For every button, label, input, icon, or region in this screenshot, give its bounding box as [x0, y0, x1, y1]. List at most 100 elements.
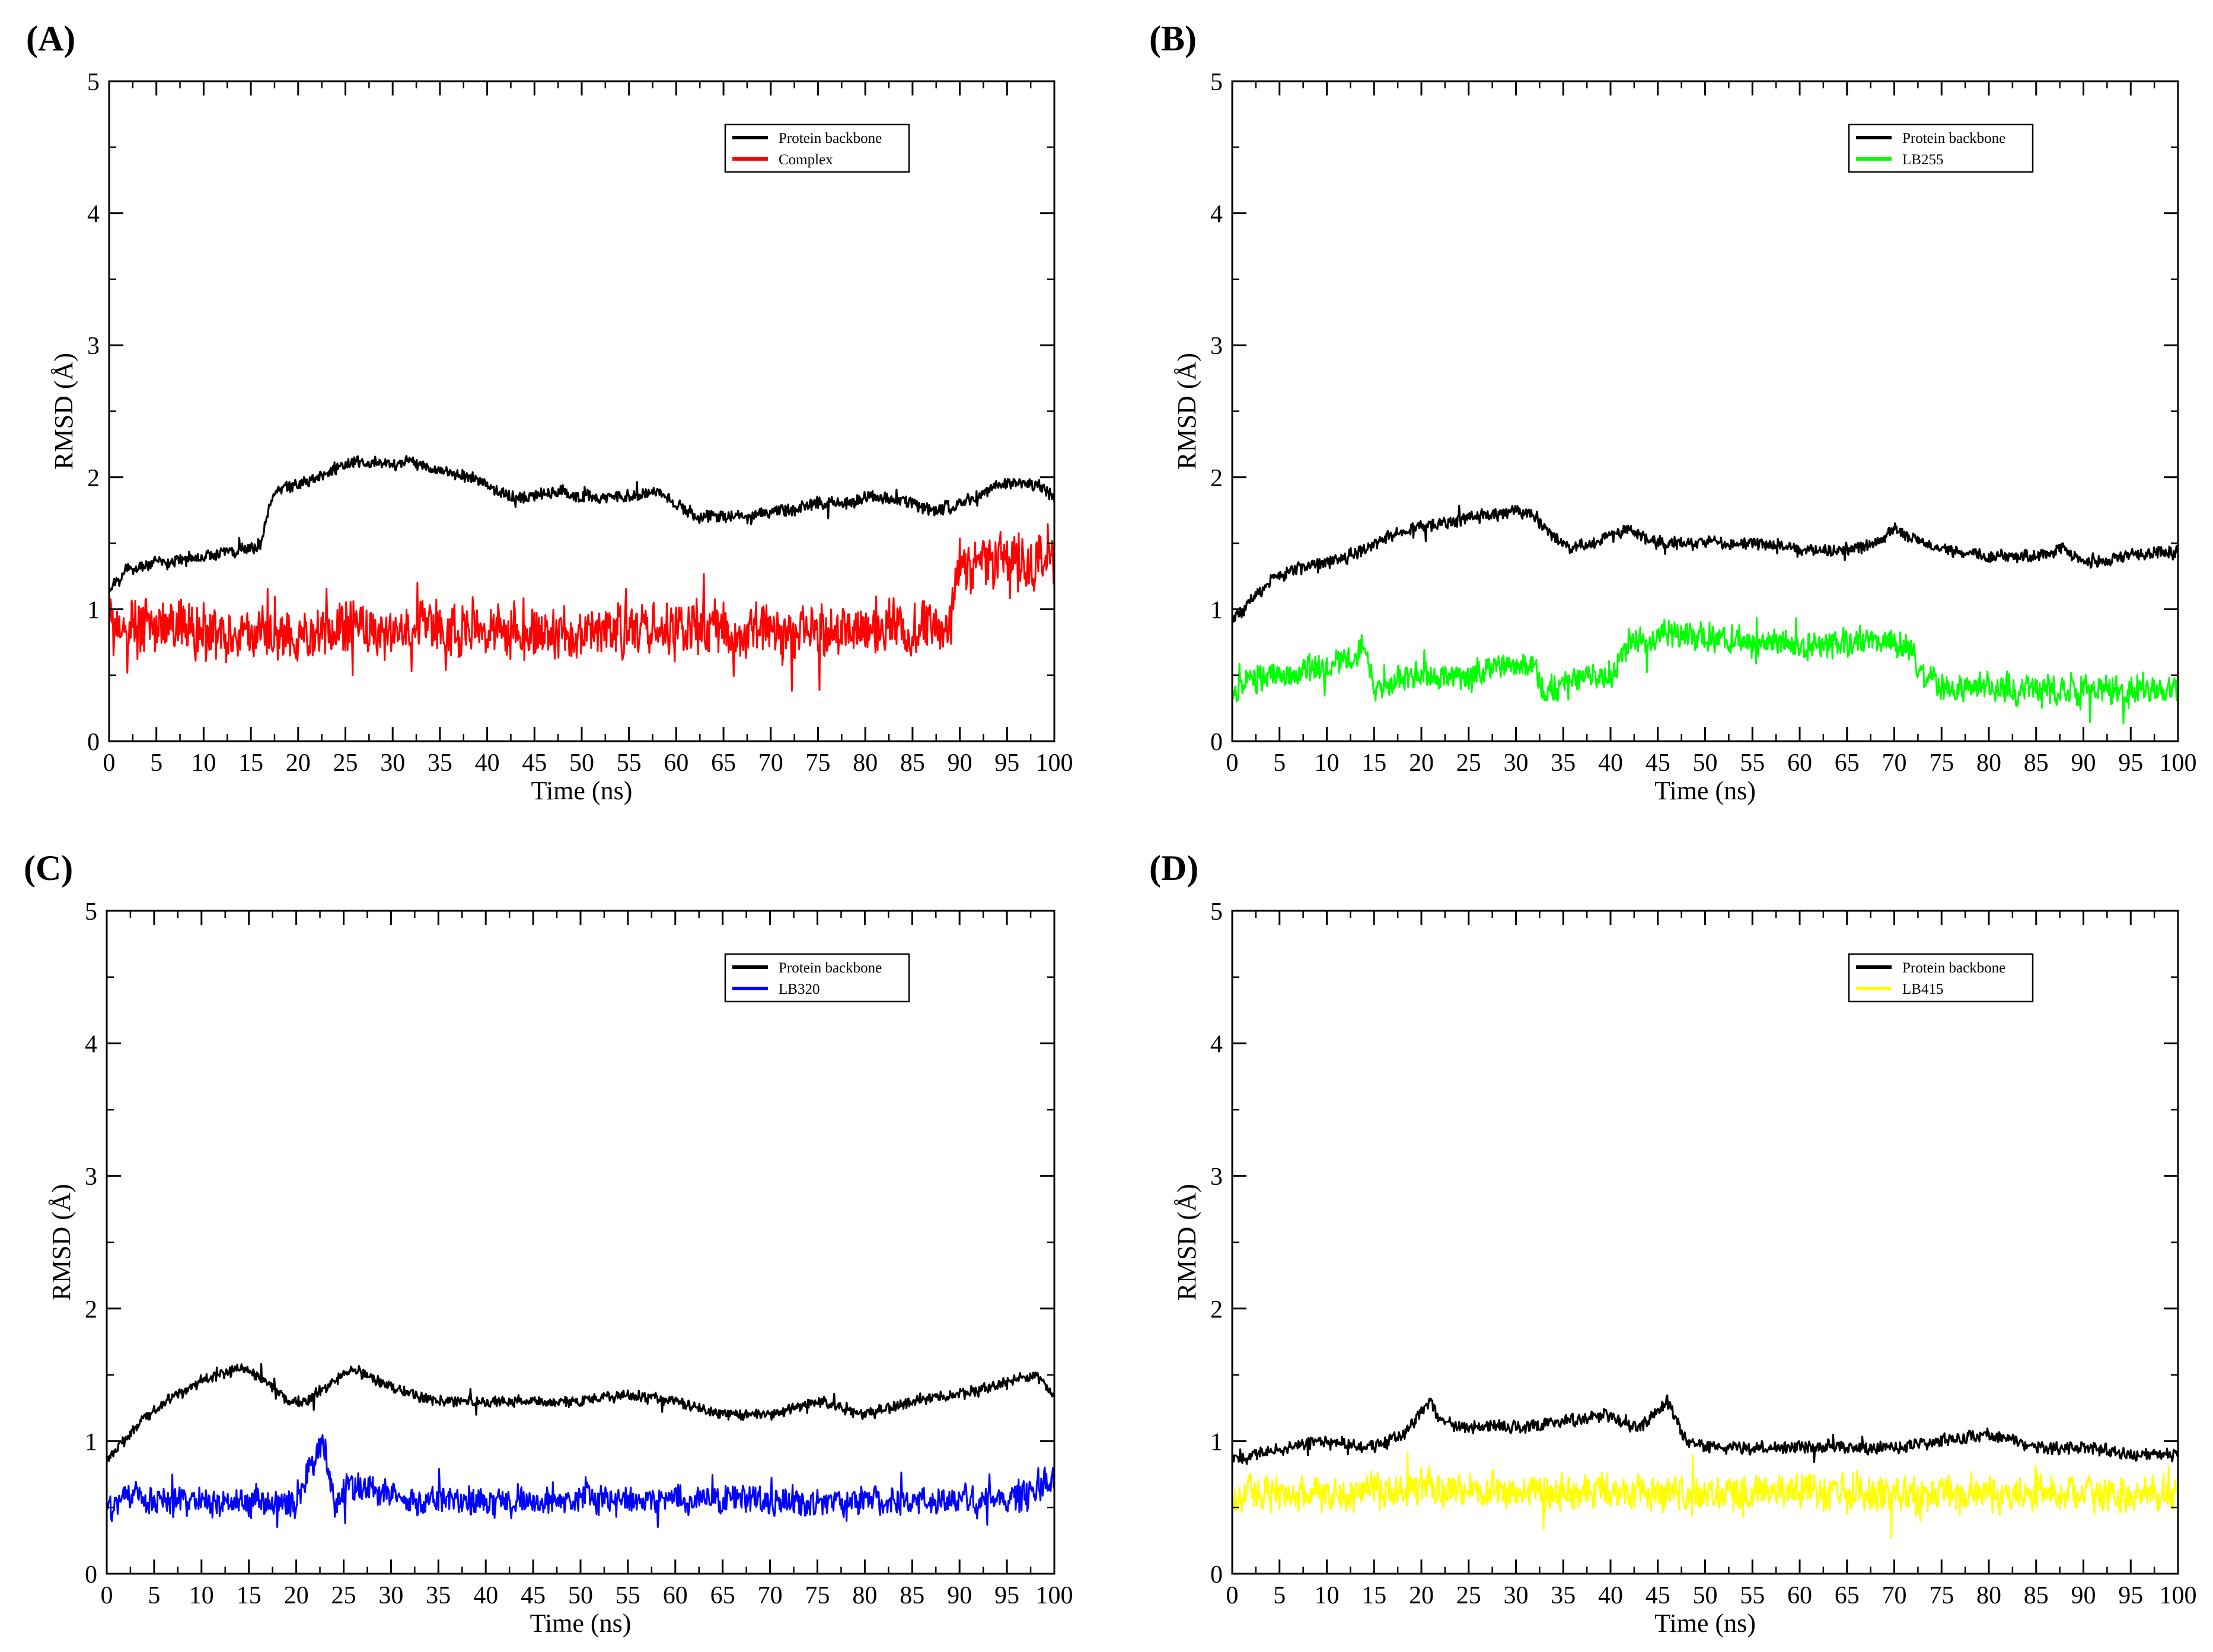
x-tick-label: 75: [805, 1582, 830, 1609]
x-tick-label: 45: [1646, 1582, 1670, 1609]
legend-label: LB320: [779, 981, 819, 997]
legend-label: LB415: [1902, 981, 1943, 997]
y-tick-label: 0: [87, 729, 100, 756]
x-tick-label: 25: [1456, 1582, 1481, 1609]
x-tick-label: 70: [1882, 1582, 1907, 1609]
x-tick-label: 90: [2071, 750, 2096, 777]
x-tick-label: 60: [663, 1582, 688, 1609]
x-tick-label: 80: [1976, 750, 2001, 777]
legend-label: Complex: [779, 152, 833, 168]
chart-panel: (B)0 5 10 15 20 25 30 35 40 45 50 55 60 65 70 75 80 85 90 9…: [1149, 19, 2197, 805]
x-tick-label: 25: [1456, 750, 1481, 777]
y-tick-label: 1: [85, 1428, 97, 1456]
y-tick-label: 3: [1210, 333, 1223, 360]
x-tick-label: 15: [237, 1582, 262, 1609]
x-tick-label: 85: [2024, 1582, 2049, 1609]
x-axis-label: Time (ns): [1654, 1609, 1756, 1638]
legend-label: LB255: [1902, 152, 1943, 168]
chart-panel: (C)0 5 10 15 20 25 30 35 40 45 50 55 60 65 70 75 80 85 90 9…: [24, 849, 1073, 1638]
x-tick-label: 10: [1315, 750, 1340, 777]
chart-panel: (D)0 5 10 15 20 25 30 35 40 45 50 55 60 65 70 75 80 85 90 9…: [1149, 849, 2197, 1638]
x-tick-label: 10: [1315, 1582, 1340, 1609]
x-tick-label: 35: [1551, 1582, 1576, 1609]
x-tick-label: 25: [331, 1582, 356, 1609]
x-tick-label: 55: [1740, 1582, 1765, 1609]
plot-frame: [106, 910, 1056, 1575]
x-tick-label: 90: [947, 1582, 972, 1609]
chart-panel: (A)0 5 10 15 20 25 30 35 40 45 50 55 60 65 70 75 80 85 90 9…: [26, 19, 1073, 805]
y-tick-label: 4: [87, 201, 100, 228]
y-axis-label: RMSD (Å): [47, 1184, 76, 1301]
y-tick-label: 0: [85, 1561, 97, 1589]
x-tick-label: 50: [1693, 1582, 1718, 1609]
legend: Protein backbone LB320: [724, 953, 910, 1003]
y-tick-label: 3: [1210, 1163, 1223, 1191]
x-tick-label: 5: [150, 750, 162, 777]
panel-label: (D): [1149, 849, 1198, 888]
legend: Protein backbone Complex: [724, 123, 910, 173]
x-tick-label: 20: [1409, 750, 1434, 777]
x-tick-label: 30: [1504, 1582, 1529, 1609]
x-tick-label: 35: [1551, 750, 1576, 777]
x-tick-label: 85: [2024, 750, 2049, 777]
x-tick-label: 0: [101, 1582, 113, 1609]
y-tick-label: 1: [1210, 1428, 1223, 1456]
x-tick-label: 40: [473, 1582, 498, 1609]
x-tick-label: 100: [1036, 750, 1073, 777]
x-tick-label: 20: [284, 1582, 309, 1609]
x-tick-label: 40: [475, 750, 500, 777]
y-tick-label: 0: [1210, 1561, 1223, 1589]
y-axis-label: RMSD (Å): [1172, 1184, 1201, 1301]
x-tick-label: 30: [1504, 750, 1529, 777]
x-tick-label: 0: [1226, 750, 1239, 777]
x-tick-label: 100: [1036, 1582, 1073, 1609]
x-tick-label: 50: [568, 1582, 593, 1609]
x-tick-label: 85: [900, 1582, 924, 1609]
legend: Protein backbone LB415: [1848, 953, 2034, 1003]
x-tick-label: 80: [853, 750, 878, 777]
series-line: [109, 455, 1054, 592]
series-line: [109, 523, 1054, 692]
x-tick-label: 75: [1929, 1582, 1954, 1609]
x-tick-label: 95: [994, 1582, 1019, 1609]
x-tick-label: 0: [1226, 1582, 1239, 1609]
x-tick-label: 100: [2160, 750, 2197, 777]
legend-label: Protein backbone: [1902, 960, 2005, 976]
x-tick-label: 90: [2071, 1582, 2096, 1609]
legend-box: [724, 953, 910, 1003]
x-tick-label: 90: [948, 750, 972, 777]
y-axis-label: RMSD (Å): [49, 353, 78, 470]
x-tick-label: 95: [2118, 1582, 2143, 1609]
x-tick-label: 20: [1409, 1582, 1434, 1609]
y-tick-label: 1: [87, 597, 100, 624]
y-tick-label: 3: [87, 333, 100, 360]
legend-label: Protein backbone: [1902, 130, 2005, 146]
legend: Protein backbone LB255: [1848, 123, 2034, 173]
series-line: [1232, 1394, 2178, 1465]
y-tick-label: 1: [1210, 597, 1223, 624]
x-tick-label: 15: [1361, 750, 1386, 777]
x-tick-label: 30: [378, 1582, 403, 1609]
x-tick-label: 80: [1976, 1582, 2001, 1609]
legend-label: Protein backbone: [779, 130, 882, 146]
x-tick-label: 5: [1273, 750, 1286, 777]
y-tick-label: 5: [1210, 898, 1223, 926]
x-tick-label: 30: [380, 750, 405, 777]
x-tick-label: 65: [711, 750, 736, 777]
x-axis-label: Time (ns): [531, 776, 633, 805]
x-tick-label: 35: [426, 1582, 451, 1609]
x-tick-label: 65: [1835, 750, 1860, 777]
y-tick-label: 5: [87, 69, 100, 96]
x-tick-label: 45: [1646, 750, 1670, 777]
x-tick-label: 80: [852, 1582, 877, 1609]
x-tick-label: 55: [616, 1582, 640, 1609]
x-tick-label: 50: [569, 750, 594, 777]
x-tick-label: 40: [1598, 1582, 1623, 1609]
series-line: [1232, 617, 2178, 725]
x-tick-label: 20: [286, 750, 311, 777]
x-tick-label: 10: [189, 1582, 214, 1609]
y-tick-label: 3: [85, 1163, 97, 1191]
legend-label: Protein backbone: [779, 960, 882, 976]
x-tick-label: 65: [1835, 1582, 1860, 1609]
